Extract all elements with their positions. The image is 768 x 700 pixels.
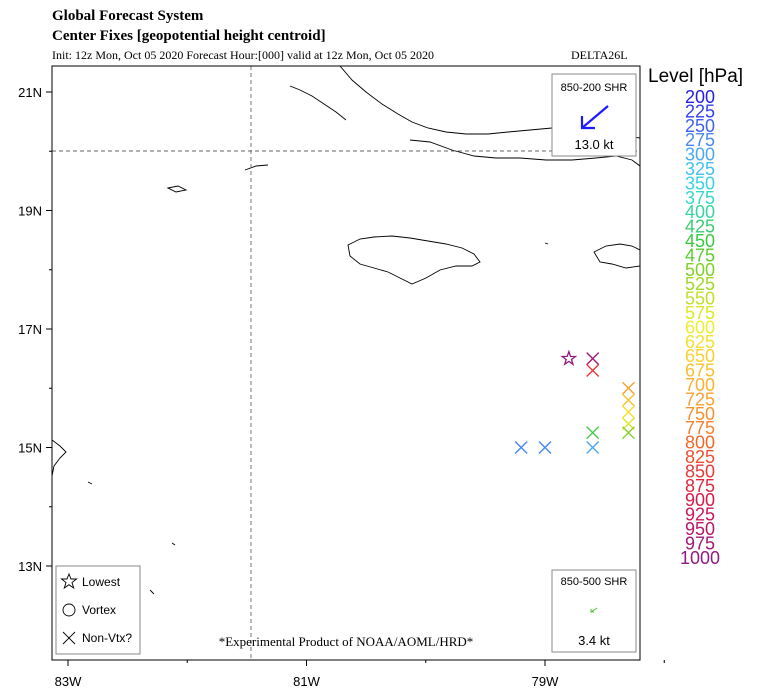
center-fix-x — [621, 426, 635, 440]
level-legend-entry: 850 — [685, 461, 715, 481]
coastline-haiti-tip — [593, 243, 640, 269]
level-legend-entry: 450 — [685, 231, 715, 251]
lon-tick-label: 79W — [532, 674, 559, 689]
level-legend-entry: 400 — [685, 202, 715, 222]
center-fix-x — [586, 352, 600, 366]
level-legend-entry: 700 — [685, 375, 715, 395]
coastline-cuba-keys — [289, 85, 347, 121]
coastline-cayman — [244, 164, 269, 171]
level-legend-entry: 675 — [685, 361, 715, 381]
symbol-legend: Lowest Vortex Non-Vtx? — [55, 565, 141, 655]
center-fix-x — [586, 441, 600, 454]
level-legend: 2002252502753003253503754004254504755005… — [680, 87, 720, 568]
level-legend-entry: 925 — [685, 505, 715, 525]
level-legend-entry: 525 — [685, 274, 715, 294]
lat-tick-label: 15N — [18, 441, 42, 456]
level-legend-entry: 325 — [685, 159, 715, 179]
center-fixes — [514, 349, 635, 454]
shear-850-500-frame — [551, 569, 637, 653]
shear-850-200-arrow — [580, 105, 609, 130]
level-legend-entry: 825 — [685, 447, 715, 467]
vortex-circle-icon — [62, 603, 76, 617]
shear-850-200-label: 850-200 SHR — [561, 82, 628, 94]
lon-tick-label: 81W — [293, 674, 320, 689]
shear-850-200-value: 13.0 kt — [574, 137, 613, 152]
lon-tick-label: 83W — [55, 674, 82, 689]
shear-850-500-arrow — [590, 607, 598, 613]
level-legend-entry: 875 — [685, 476, 715, 496]
experimental-footer-note: *Experimental Product of NOAA/AOML/HRD* — [219, 634, 474, 649]
level-legend-entry: 275 — [685, 130, 715, 150]
shear-850-500-box: 850-500 SHR 3.4 kt — [551, 569, 637, 653]
coastline-central-america — [52, 439, 67, 477]
chart-title: Global Forecast System — [52, 8, 204, 24]
level-legend-entry: 725 — [685, 389, 715, 409]
center-fix-x — [586, 363, 600, 377]
storm-id: DELTA26L — [571, 48, 628, 62]
coastline-jamaica — [347, 235, 481, 285]
coastline-islet-1 — [87, 481, 93, 485]
legend-vortex-label: Vortex — [82, 603, 116, 617]
coastline-islet-4 — [544, 242, 549, 245]
level-legend-entry: 625 — [685, 332, 715, 352]
coastline-small-cay — [166, 185, 188, 193]
coastline-hispaniola-south — [409, 139, 640, 167]
center-fix-x — [586, 426, 600, 440]
level-legend-entry: 650 — [685, 346, 715, 366]
shear-850-500-value: 3.4 kt — [578, 633, 610, 648]
level-legend-entry: 950 — [685, 519, 715, 539]
lowest-star-icon — [60, 572, 78, 590]
level-legend-entry: 225 — [685, 101, 715, 121]
chart-subtitle: Center Fixes [geopotential height centro… — [52, 28, 326, 44]
shear-850-200-box: 850-200 SHR 13.0 kt — [551, 73, 637, 157]
axis-ticks: 83W81W79W77W75W21N19N17N15N13N — [18, 85, 665, 689]
legend-nonvtx-label: Non-Vtx? — [82, 631, 132, 645]
level-legend-entry: 600 — [685, 317, 715, 337]
level-legend-entry: 200 — [685, 87, 715, 107]
level-legend-title: Level [hPa] — [648, 66, 744, 87]
center-fix-x — [514, 441, 528, 454]
level-legend-entry: 775 — [685, 418, 715, 438]
level-legend-entry: 900 — [685, 490, 715, 510]
coastline-islet-2 — [171, 542, 176, 546]
non-vortex-x-icon — [62, 631, 76, 645]
level-legend-entry: 375 — [685, 188, 715, 208]
level-legend-entry: 500 — [685, 260, 715, 280]
coastline-islet-3 — [149, 589, 155, 595]
center-fix-x — [538, 441, 552, 454]
level-legend-entry: 575 — [685, 303, 715, 323]
lat-tick-label: 19N — [18, 204, 42, 219]
level-legend-entry: 1000 — [680, 548, 720, 568]
level-legend-entry: 300 — [685, 145, 715, 165]
level-legend-entry: 475 — [685, 245, 715, 265]
lat-tick-label: 21N — [18, 85, 42, 100]
shear-850-200-frame — [551, 73, 637, 157]
lat-tick-label: 17N — [18, 322, 42, 337]
level-legend-entry: 975 — [685, 533, 715, 553]
legend-lowest-label: Lowest — [82, 575, 121, 589]
center-fix-x — [621, 381, 635, 395]
init-time-line: Init: 12z Mon, Oct 05 2020 Forecast Hour… — [52, 48, 434, 62]
center-fix-star — [560, 349, 578, 366]
level-legend-entry: 800 — [685, 433, 715, 453]
center-fix-x — [621, 393, 635, 407]
level-legend-entry: 750 — [685, 404, 715, 424]
map-frame — [51, 65, 641, 661]
level-legend-entry: 250 — [685, 116, 715, 136]
lat-tick-label: 13N — [18, 559, 42, 574]
shear-850-500-label: 850-500 SHR — [561, 576, 628, 588]
center-fix-x — [621, 405, 635, 419]
level-legend-entry: 350 — [685, 173, 715, 193]
level-legend-entry: 425 — [685, 217, 715, 237]
level-legend-entry: 550 — [685, 289, 715, 309]
